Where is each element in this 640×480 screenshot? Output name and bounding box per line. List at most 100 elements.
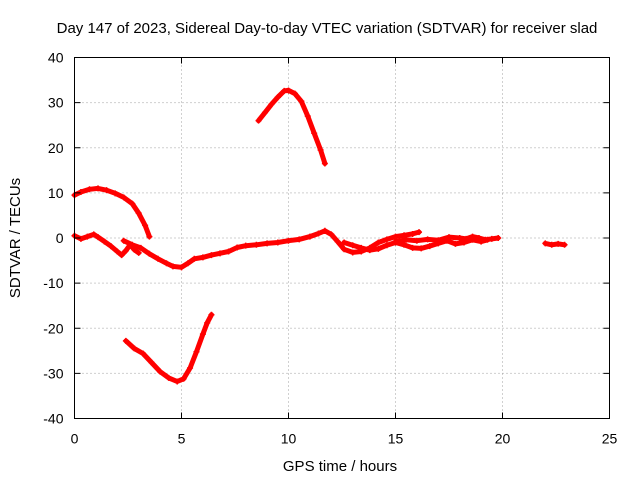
y-tick-label: 0 [56, 230, 64, 246]
data-point [95, 234, 102, 241]
series-band [123, 312, 214, 384]
data-point [178, 264, 185, 271]
data-point [137, 244, 144, 251]
data-point [208, 311, 215, 318]
data-point [306, 233, 313, 240]
x-tick-label: 25 [602, 431, 618, 447]
data-point [217, 250, 224, 257]
data-point [146, 233, 153, 240]
data-point [383, 242, 390, 249]
y-tick-label: -10 [43, 275, 63, 291]
data-point [321, 160, 328, 167]
y-tick-label: -30 [43, 365, 63, 381]
data-point [311, 130, 318, 137]
data-point [146, 250, 153, 257]
data-point [403, 236, 410, 243]
x-tick-label: 0 [71, 431, 79, 447]
data-point [424, 236, 431, 243]
data-point [193, 348, 200, 355]
data-point [452, 240, 459, 247]
data-point [475, 235, 482, 241]
data-point [208, 252, 215, 259]
data-point [548, 241, 555, 248]
data-point [174, 378, 181, 385]
data-point [413, 237, 420, 244]
data-point [341, 246, 348, 253]
data-point [157, 368, 164, 375]
data-point [409, 230, 416, 237]
data-point [463, 235, 470, 242]
data-point [349, 249, 356, 256]
data-point [304, 113, 311, 120]
data-point [274, 239, 281, 246]
data-point [495, 235, 502, 241]
data-point [103, 187, 110, 194]
data-point [375, 245, 382, 252]
data-point [131, 345, 138, 352]
data-point [204, 319, 211, 326]
data-point [366, 247, 373, 254]
data-point [446, 234, 452, 241]
x-axis-label: GPS time / hours [283, 458, 397, 475]
data-point [114, 248, 121, 255]
data-point [349, 242, 356, 249]
data-point [435, 237, 442, 244]
x-tick-label: 20 [495, 431, 511, 447]
y-tick-label: -40 [43, 411, 63, 427]
data-point [120, 237, 127, 244]
data-point [469, 233, 476, 240]
y-tick-label: 30 [48, 95, 64, 111]
data-point [328, 231, 335, 238]
series-band [256, 87, 328, 166]
data-point [542, 240, 549, 247]
data-point [225, 248, 232, 255]
data-point [375, 239, 382, 246]
data-point [296, 236, 303, 243]
data-point [555, 240, 562, 247]
series-arc-h [542, 240, 568, 248]
data-point [77, 188, 84, 195]
series-arc-a [71, 185, 153, 240]
data-point [488, 235, 495, 242]
data-point [129, 241, 136, 248]
data-point [253, 241, 260, 248]
data-point [426, 243, 433, 250]
series-band [542, 240, 568, 248]
data-point [401, 232, 408, 239]
data-point [321, 227, 328, 234]
data-point [191, 255, 198, 262]
data-point [261, 109, 268, 116]
data-point [118, 252, 125, 259]
y-tick-label: 20 [48, 140, 64, 156]
data-point [187, 364, 194, 371]
data-point [255, 117, 262, 124]
series-arc-f [255, 87, 328, 167]
data-point [142, 222, 149, 229]
data-point [184, 260, 191, 267]
data-point [95, 185, 102, 192]
data-points [71, 87, 568, 385]
data-point [169, 263, 176, 270]
data-point [416, 229, 423, 236]
data-point [285, 237, 292, 244]
data-point [154, 255, 161, 262]
data-point [401, 241, 408, 248]
data-point [242, 242, 249, 249]
data-point [409, 244, 416, 251]
data-point [165, 374, 172, 381]
x-tick-label: 5 [178, 431, 186, 447]
data-point [120, 194, 127, 201]
series-arc-c [120, 227, 423, 271]
data-point [86, 186, 93, 193]
x-tick-label: 10 [281, 431, 297, 447]
data-point [77, 235, 84, 242]
data-point [268, 101, 275, 108]
data-point [383, 236, 390, 243]
data-point [482, 236, 489, 243]
data-point [199, 331, 206, 338]
data-point [148, 359, 155, 366]
data-point [107, 243, 114, 250]
chart-title: Day 147 of 2023, Sidereal Day-to-day VTE… [57, 20, 598, 37]
data-point [317, 147, 324, 154]
